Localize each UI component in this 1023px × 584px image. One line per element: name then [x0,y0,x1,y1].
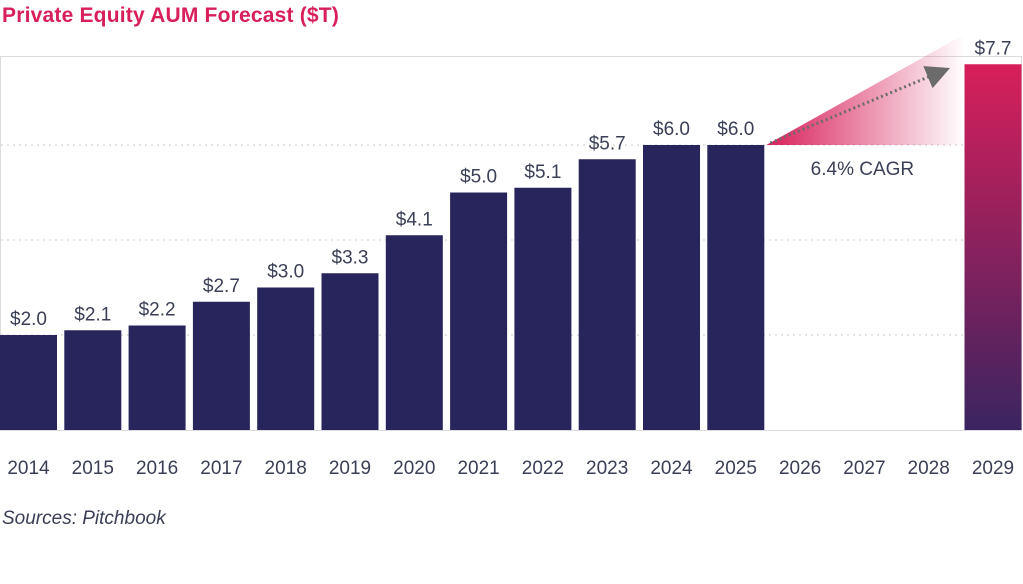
source-note: Sources: Pitchbook [2,508,166,529]
x-tick-2020: 2020 [393,458,435,479]
x-tick-2019: 2019 [329,458,371,479]
value-label-2016: $2.2 [139,300,176,321]
bars [0,64,1022,430]
bar-2014 [0,335,57,430]
bar-2019 [321,273,379,430]
value-label-2015: $2.1 [74,304,111,325]
x-tick-2021: 2021 [457,458,499,479]
value-label-2025: $6.0 [717,119,754,140]
bar-2025 [707,145,765,430]
x-tick-2029: 2029 [972,458,1014,479]
bar-2022 [514,187,572,430]
x-tick-2025: 2025 [715,458,757,479]
x-axis-ticks: 2014 2015 2016 2017 2018 2019 2020 2021 2022 2023… [7,458,1014,479]
value-label-2020: $4.1 [396,209,433,230]
cagr-arrow [769,66,951,145]
x-tick-2018: 2018 [265,458,307,479]
value-label-2021: $5.0 [460,167,497,188]
value-label-2024: $6.0 [653,119,690,140]
x-tick-2022: 2022 [522,458,564,479]
x-tick-2015: 2015 [72,458,114,479]
value-label-2014: $2.0 [10,309,47,330]
value-label-2019: $3.3 [332,247,369,268]
value-labels: $2.0 $2.1 $2.2 $2.7 $3.0 $3.3 $4.1 $5.0 $5.1 $5.7… [10,38,1011,330]
value-label-2022: $5.1 [524,162,561,183]
bar-2015 [64,330,122,430]
bar-2018 [257,287,315,430]
value-label-2029: $7.7 [975,38,1012,59]
value-label-2017: $2.7 [203,276,240,297]
x-tick-2014: 2014 [7,458,50,479]
bar-2020 [385,235,443,430]
bar-2023 [578,159,636,430]
x-tick-2017: 2017 [200,458,242,479]
x-tick-2027: 2027 [843,458,885,479]
bar-2029 [964,64,1022,430]
x-tick-2028: 2028 [908,458,950,479]
value-label-2018: $3.0 [267,262,304,283]
chart-title: Private Equity AUM Forecast ($T) [2,4,340,27]
x-tick-2023: 2023 [586,458,628,479]
bar-2017 [192,301,250,430]
bar-2016 [128,325,186,430]
cagr-annotation: 6.4% CAGR [766,34,965,180]
bar-2021 [450,192,508,430]
x-tick-2016: 2016 [136,458,178,479]
x-tick-2026: 2026 [779,458,821,479]
cagr-wedge [766,34,965,145]
bar-2024 [643,145,700,430]
x-tick-2024: 2024 [650,458,693,479]
cagr-label: 6.4% CAGR [811,159,914,180]
value-label-2023: $5.7 [589,133,626,154]
